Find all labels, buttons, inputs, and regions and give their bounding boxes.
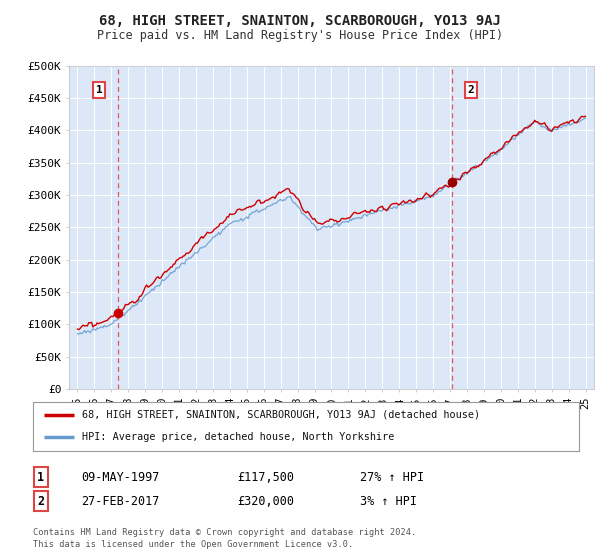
Text: 09-MAY-1997: 09-MAY-1997 [81,470,160,484]
Text: HPI: Average price, detached house, North Yorkshire: HPI: Average price, detached house, Nort… [82,432,395,442]
Text: 2: 2 [37,494,44,508]
Text: £117,500: £117,500 [237,470,294,484]
Text: 68, HIGH STREET, SNAINTON, SCARBOROUGH, YO13 9AJ: 68, HIGH STREET, SNAINTON, SCARBOROUGH, … [99,14,501,28]
Text: Contains HM Land Registry data © Crown copyright and database right 2024.
This d: Contains HM Land Registry data © Crown c… [33,528,416,549]
Text: 27% ↑ HPI: 27% ↑ HPI [360,470,424,484]
Text: Price paid vs. HM Land Registry's House Price Index (HPI): Price paid vs. HM Land Registry's House … [97,29,503,43]
Text: 3% ↑ HPI: 3% ↑ HPI [360,494,417,508]
Text: 1: 1 [95,85,103,95]
Text: 2: 2 [467,85,474,95]
Text: 27-FEB-2017: 27-FEB-2017 [81,494,160,508]
Text: £320,000: £320,000 [237,494,294,508]
Text: 1: 1 [37,470,44,484]
Text: 68, HIGH STREET, SNAINTON, SCARBOROUGH, YO13 9AJ (detached house): 68, HIGH STREET, SNAINTON, SCARBOROUGH, … [82,410,480,420]
